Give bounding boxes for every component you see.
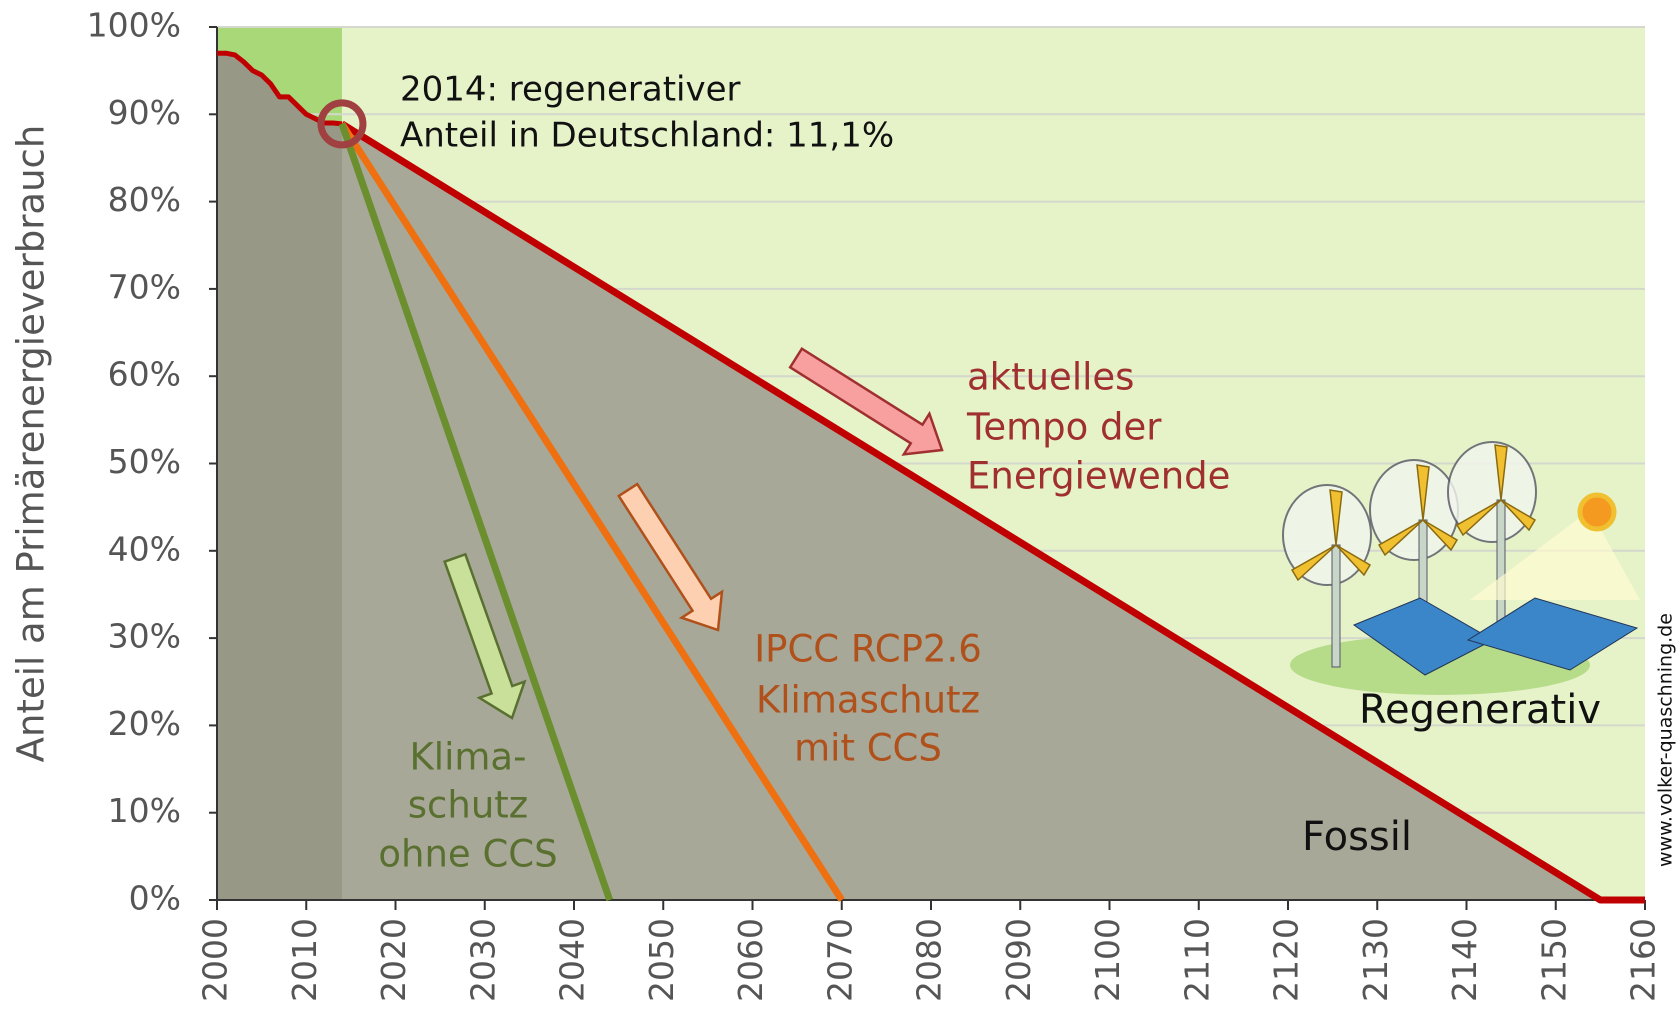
y-tick-label: 50%	[108, 442, 181, 481]
annotation: Anteil in Deutschland: 11,1%	[400, 116, 894, 156]
y-tick-label: 80%	[108, 180, 181, 219]
annotation: www.volker-quaschning.de	[1655, 613, 1677, 867]
annotation: Klimaschutz	[756, 679, 980, 722]
x-tick-label: 2100	[1088, 918, 1127, 1002]
y-tick-label: 20%	[108, 704, 181, 743]
annotation: Fossil	[1302, 814, 1412, 860]
x-tick-label: 2140	[1445, 918, 1484, 1002]
x-tick-label: 2110	[1177, 918, 1216, 1002]
x-tick-label: 2080	[910, 918, 949, 1002]
x-tick-label: 2070	[820, 918, 859, 1002]
y-tick-label: 30%	[108, 617, 181, 656]
x-tick-label: 2130	[1356, 918, 1395, 1002]
x-tick-label: 2160	[1624, 918, 1663, 1002]
y-axis-title: Anteil am Primärenergieverbrauch	[10, 125, 53, 763]
y-tick-label: 40%	[108, 529, 181, 568]
x-tick-label: 2150	[1534, 918, 1573, 1002]
y-tick-label: 100%	[87, 6, 181, 45]
chart: 0% 10% 20% 30% 40% 50% 60% 70% 80% 90% 100% 2000 201…	[0, 0, 1680, 1020]
y-tick-label: 90%	[108, 93, 181, 132]
annotation: mit CCS	[794, 727, 942, 770]
history-area	[217, 53, 342, 900]
x-tick-label: 2090	[999, 918, 1038, 1002]
y-tick-label: 60%	[108, 355, 181, 394]
annotation: Klima-	[410, 736, 527, 779]
annotation: IPCC RCP2.6	[754, 628, 982, 671]
x-tick-label: 2120	[1267, 918, 1306, 1002]
x-tick-label: 2040	[553, 918, 592, 1002]
annotation: aktuelles	[967, 356, 1134, 399]
x-tick-label: 2030	[463, 918, 502, 1002]
x-tick-label: 2020	[374, 918, 413, 1002]
annotation: Regenerativ	[1359, 687, 1601, 733]
y-tick-label: 70%	[108, 267, 181, 306]
annotation: 2014: regenerativer	[400, 70, 741, 110]
annotation: ohne CCS	[378, 833, 557, 876]
annotation: Tempo der	[966, 406, 1162, 449]
x-tick-label: 2010	[285, 918, 324, 1002]
annotation: Energiewende	[967, 455, 1230, 498]
x-tick-label: 2000	[196, 918, 235, 1002]
y-tick-label: 0%	[129, 879, 181, 918]
annotation: schutz	[408, 784, 528, 827]
x-tick-label: 2060	[731, 918, 770, 1002]
x-tick-label: 2050	[642, 918, 681, 1002]
y-tick-label: 10%	[108, 791, 181, 830]
